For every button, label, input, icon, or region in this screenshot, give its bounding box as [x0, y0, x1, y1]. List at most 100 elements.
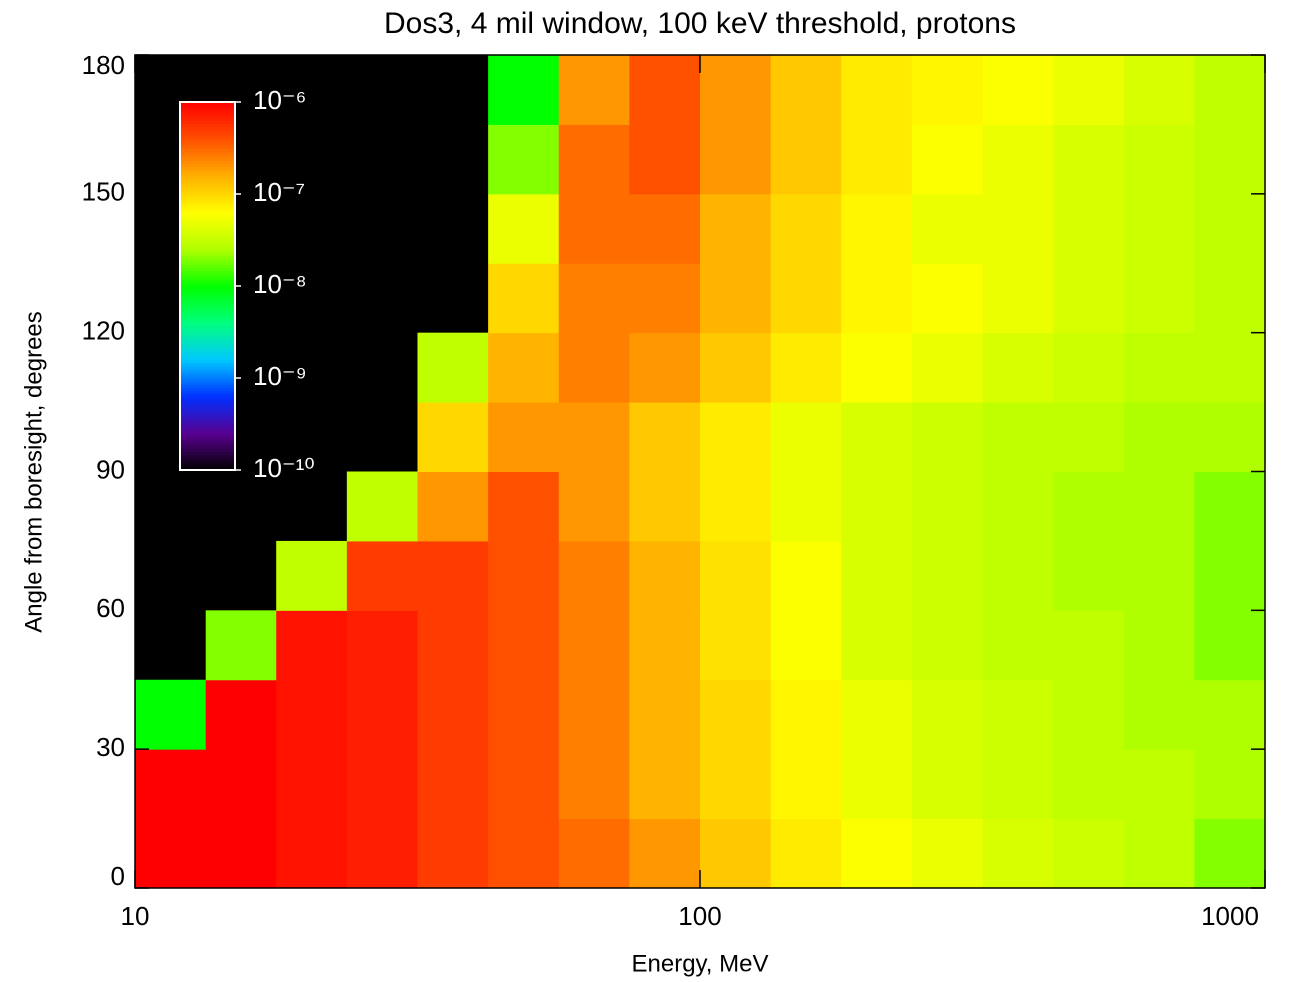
heatmap-cell	[1194, 610, 1266, 681]
colorbar-swatch	[180, 249, 235, 253]
heatmap-cell	[841, 749, 913, 820]
colorbar-swatch	[180, 313, 235, 318]
colorbar-swatch	[180, 332, 235, 336]
colorbar-swatch	[180, 451, 235, 456]
heatmap-cell	[1053, 610, 1125, 681]
heatmap-cell	[1123, 749, 1195, 820]
heatmap-cell	[276, 540, 348, 611]
colorbar-swatch	[180, 108, 235, 112]
colorbar-swatch	[180, 151, 235, 155]
heatmap-cell	[558, 471, 630, 542]
heatmap-cell	[1123, 610, 1195, 681]
heatmap-cell	[911, 124, 983, 195]
heatmap-cell	[629, 263, 701, 334]
colorbar-swatch	[180, 218, 235, 223]
colorbar-swatch	[180, 255, 235, 259]
y-tick-label: 120	[82, 316, 125, 346]
heatmap-cell	[1123, 263, 1195, 334]
colorbar-swatch	[180, 236, 235, 241]
heatmap-cell	[1053, 193, 1125, 264]
heatmap-cell	[558, 818, 630, 889]
heatmap-cell	[417, 540, 489, 611]
heatmap-cell	[558, 749, 630, 820]
colorbar-swatch	[180, 371, 235, 376]
colorbar-swatch	[180, 390, 235, 394]
heatmap-cell	[982, 263, 1054, 334]
heatmap-cell	[1123, 818, 1195, 889]
colorbar-swatch	[180, 233, 235, 238]
heatmap-cell	[629, 540, 701, 611]
heatmap-cell	[629, 471, 701, 542]
y-tick-label: 90	[96, 454, 125, 484]
heatmap-cell	[1194, 818, 1266, 889]
heatmap-cell	[276, 679, 348, 750]
colorbar-swatch	[180, 184, 235, 189]
heatmap-cell	[558, 193, 630, 264]
colorbar-swatch	[180, 292, 235, 296]
colorbar-swatch	[180, 414, 235, 419]
heatmap-cell	[841, 402, 913, 472]
heatmap-cell	[629, 610, 701, 681]
heatmap-cell	[205, 749, 277, 820]
heatmap-cell	[558, 402, 630, 472]
colorbar-swatch	[180, 267, 235, 272]
colorbar-swatch	[180, 381, 235, 385]
heatmap-cell	[417, 471, 489, 542]
colorbar-swatch	[180, 126, 235, 131]
colorbar-tick-label: 10⁻⁹	[253, 361, 307, 391]
heatmap-cell	[841, 193, 913, 264]
heatmap-cell	[841, 332, 913, 403]
colorbar-swatch	[180, 387, 235, 391]
heatmap-cell	[629, 332, 701, 403]
heatmap-cell	[841, 263, 913, 334]
colorbar-swatch	[180, 368, 235, 373]
colorbar-swatch	[180, 298, 235, 302]
heatmap-cell	[205, 818, 277, 889]
colorbar-swatch	[180, 178, 235, 183]
heatmap-cell	[700, 679, 772, 750]
heatmap-cell	[911, 749, 983, 820]
heatmap-cell	[488, 263, 560, 334]
heatmap-cell	[982, 610, 1054, 681]
heatmap-cell	[417, 332, 489, 403]
colorbar-swatch	[180, 243, 235, 247]
heatmap-cell	[700, 124, 772, 195]
heatmap-cell	[135, 679, 207, 750]
colorbar-swatch	[180, 448, 235, 453]
colorbar-swatch	[180, 325, 235, 330]
heatmap-cell	[629, 749, 701, 820]
heatmap-cell	[982, 679, 1054, 750]
colorbar-swatch	[180, 117, 235, 121]
heatmap-cell	[841, 679, 913, 750]
colorbar-swatch	[180, 105, 235, 109]
heatmap-cell	[1123, 540, 1195, 611]
colorbar-swatch	[180, 212, 235, 217]
heatmap-cell	[488, 332, 560, 403]
heatmap-cell	[346, 540, 418, 611]
heatmap-cell	[911, 540, 983, 611]
colorbar-swatch	[180, 445, 235, 450]
heatmap-cell	[346, 818, 418, 889]
heatmap-cell	[629, 124, 701, 195]
heatmap-cell	[1123, 124, 1195, 195]
colorbar-swatch	[180, 307, 235, 312]
heatmap-cell	[135, 749, 207, 820]
y-axis-label: Angle from boresight, degrees	[20, 311, 47, 633]
colorbar-tick-label: 10⁻⁶	[253, 85, 306, 115]
plot-area	[135, 55, 1266, 889]
colorbar-swatch	[180, 433, 235, 437]
heatmap-cell	[346, 610, 418, 681]
heatmap-cell	[770, 471, 842, 542]
heatmap-cell	[982, 124, 1054, 195]
colorbar-swatch	[180, 430, 235, 434]
heatmap-cell	[841, 124, 913, 195]
colorbar-swatch	[180, 353, 235, 358]
heatmap-cell	[911, 55, 983, 125]
heatmap-cell	[1053, 402, 1125, 472]
heatmap-cell	[982, 749, 1054, 820]
colorbar-swatch	[180, 365, 235, 370]
colorbar-swatch	[180, 341, 235, 345]
heatmap-cell	[700, 55, 772, 125]
heatmap-cell	[276, 610, 348, 681]
heatmap-cell	[558, 124, 630, 195]
